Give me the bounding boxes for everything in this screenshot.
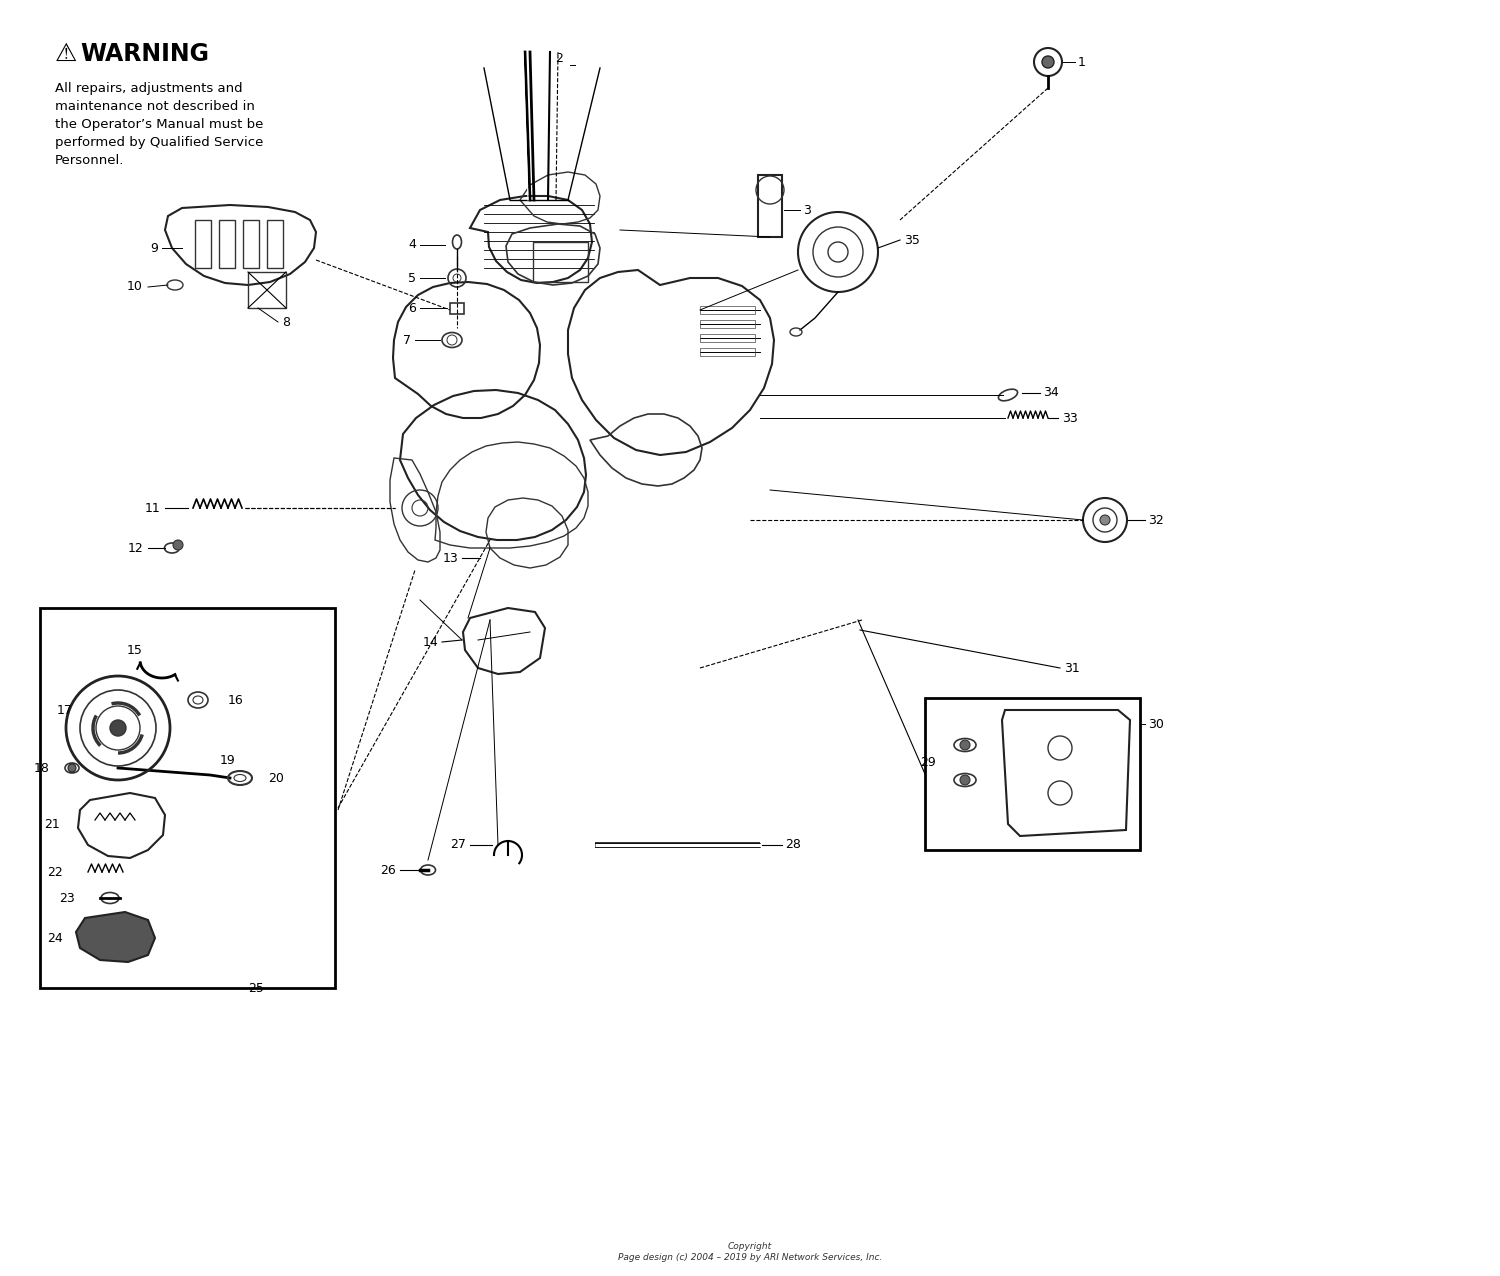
Text: 5: 5 [408,272,416,285]
Bar [700,334,754,342]
Bar [700,306,754,314]
Text: 34: 34 [1042,387,1059,399]
Text: 22: 22 [48,865,63,878]
Text: 2: 2 [555,51,562,65]
Text: 21: 21 [45,818,60,832]
Text: 32: 32 [1148,513,1164,527]
Circle shape [960,775,970,785]
Text: 4: 4 [408,239,416,251]
Bar [700,320,754,328]
Text: ⚠: ⚠ [56,42,78,66]
Text: 15: 15 [128,643,142,656]
Text: 13: 13 [442,551,458,564]
Bar [450,302,464,314]
Bar [758,175,782,237]
Text: 18: 18 [34,762,50,775]
Text: 7: 7 [404,333,411,347]
Text: 24: 24 [48,931,63,944]
Text: 6: 6 [408,301,416,314]
Text: 30: 30 [1148,717,1164,730]
Text: 1: 1 [1078,55,1086,69]
Bar [195,219,211,268]
Text: 8: 8 [282,315,290,328]
Text: 25: 25 [248,981,264,994]
Text: 12: 12 [128,541,142,555]
Text: WARNING: WARNING [80,42,209,66]
Bar [243,219,260,268]
Text: 35: 35 [904,234,920,246]
Text: 14: 14 [423,635,438,648]
Bar [532,242,588,282]
Text: 23: 23 [60,892,75,905]
Text: 33: 33 [1062,411,1077,425]
Text: All repairs, adjustments and
maintenance not described in
the Operator’s Manual : All repairs, adjustments and maintenance… [56,82,264,167]
Text: 20: 20 [268,772,284,785]
Text: 26: 26 [381,864,396,877]
Text: 11: 11 [144,501,160,514]
Text: 19: 19 [220,754,236,767]
Circle shape [1100,516,1110,524]
Bar [248,272,286,308]
Bar [700,348,754,356]
Text: 3: 3 [802,203,812,217]
Bar [267,219,284,268]
Bar [926,698,1140,850]
Text: 31: 31 [1064,661,1080,675]
Circle shape [172,540,183,550]
Circle shape [1042,56,1054,68]
Text: 27: 27 [450,838,466,851]
Circle shape [960,740,970,750]
Bar [40,607,334,988]
Text: 17: 17 [57,703,74,717]
Polygon shape [76,912,154,962]
Bar [219,219,236,268]
Text: 9: 9 [150,241,158,254]
Text: Copyright
Page design (c) 2004 – 2019 by ARI Network Services, Inc.: Copyright Page design (c) 2004 – 2019 by… [618,1243,882,1262]
Circle shape [68,764,76,772]
Text: 10: 10 [128,281,142,293]
Text: 28: 28 [784,838,801,851]
Text: 16: 16 [228,693,243,707]
Text: 29: 29 [920,755,936,768]
Circle shape [110,720,126,736]
